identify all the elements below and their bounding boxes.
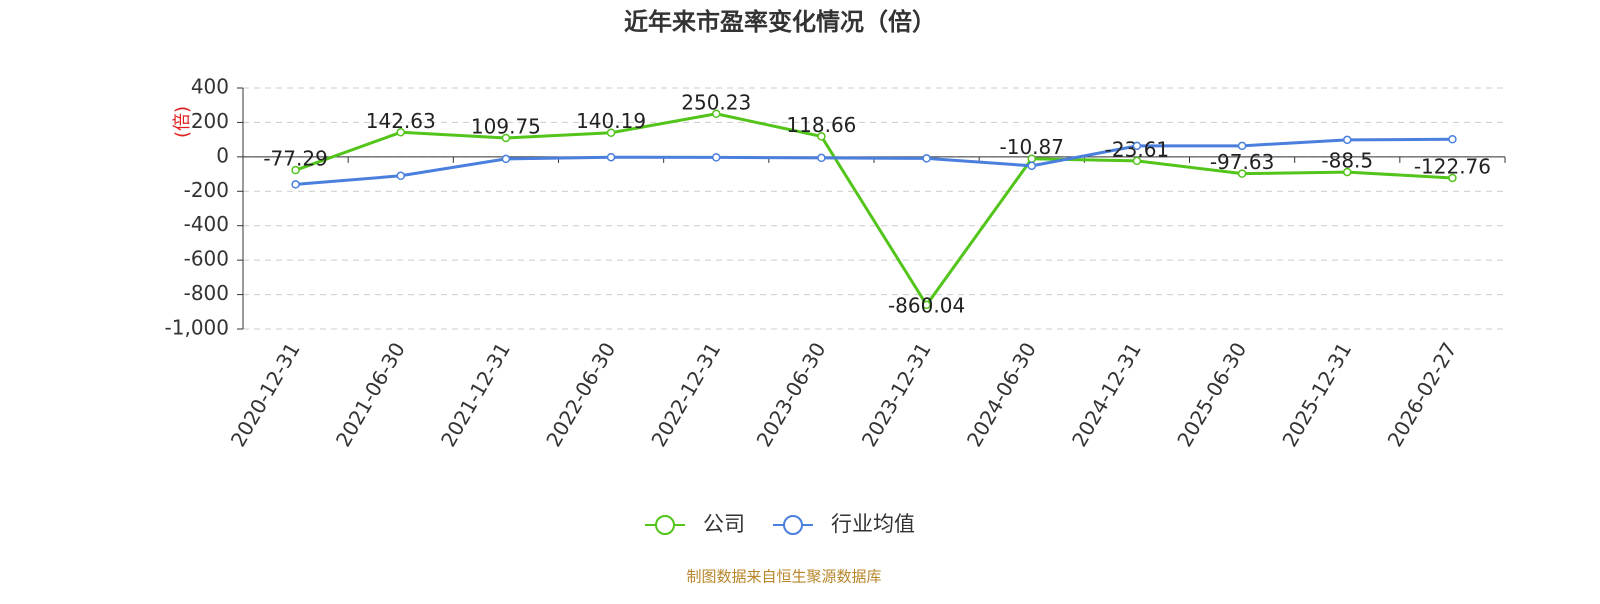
data-point bbox=[1132, 141, 1142, 151]
series-line bbox=[295, 137, 1453, 186]
legend-marker bbox=[783, 515, 803, 535]
x-tick-label: 2023-06-30 bbox=[752, 338, 831, 451]
data-point bbox=[922, 154, 931, 163]
data-point bbox=[606, 152, 616, 162]
data-point bbox=[817, 132, 826, 141]
data-label: 140.19 bbox=[576, 109, 646, 133]
data-label: -860.04 bbox=[888, 293, 965, 317]
y-tick-label: -200 bbox=[184, 178, 229, 202]
data-point bbox=[1237, 169, 1247, 178]
data-label: -10.87 bbox=[1000, 135, 1064, 159]
data-point bbox=[291, 180, 300, 189]
data-label: -122.76 bbox=[1414, 154, 1491, 178]
data-point bbox=[1343, 167, 1352, 177]
data-point bbox=[501, 133, 511, 143]
y-tick-label: 200 bbox=[191, 109, 229, 133]
data-point bbox=[712, 109, 721, 119]
data-label: 250.23 bbox=[681, 90, 751, 114]
data-point bbox=[396, 128, 405, 137]
data-point bbox=[712, 153, 721, 162]
chart-title: 近年来市盈率变化情况（倍） bbox=[624, 8, 936, 36]
y-axis-label: (倍) bbox=[172, 106, 193, 138]
data-point bbox=[1448, 135, 1457, 144]
source-note: 制图数据来自恒生聚源数据库 bbox=[686, 568, 881, 586]
y-tick-label: 400 bbox=[191, 75, 229, 99]
data-point bbox=[1027, 161, 1036, 171]
data-label: -97.63 bbox=[1210, 150, 1274, 174]
data-point bbox=[1237, 141, 1247, 151]
y-tick-label: -400 bbox=[184, 212, 229, 236]
x-tick-label: 2020-12-31 bbox=[226, 338, 305, 451]
data-point bbox=[501, 154, 511, 164]
data-point bbox=[606, 128, 616, 137]
data-point bbox=[922, 300, 931, 310]
x-tick-label: 2022-12-31 bbox=[646, 338, 725, 451]
x-tick-label: 2025-12-31 bbox=[1277, 338, 1356, 451]
x-tick-label: 2022-06-30 bbox=[541, 338, 620, 451]
legend-label: 公司 bbox=[703, 512, 745, 536]
data-label: -77.29 bbox=[263, 147, 327, 171]
data-point bbox=[1132, 156, 1142, 166]
data-point bbox=[817, 153, 826, 163]
y-tick-label: 0 bbox=[216, 143, 229, 167]
y-tick-label: -1,000 bbox=[165, 316, 229, 340]
series-line bbox=[295, 112, 1453, 308]
data-label: 118.66 bbox=[786, 113, 856, 137]
legend-marker bbox=[655, 515, 675, 535]
data-label: 142.63 bbox=[366, 109, 436, 133]
x-tick-label: 2025-06-30 bbox=[1172, 338, 1251, 451]
x-tick-label: 2024-12-31 bbox=[1067, 338, 1146, 451]
data-point bbox=[396, 171, 405, 181]
y-tick-label: -800 bbox=[184, 281, 229, 305]
data-point bbox=[291, 165, 300, 175]
x-tick-label: 2023-12-31 bbox=[857, 338, 936, 451]
data-label: 109.75 bbox=[471, 114, 541, 138]
x-tick-label: 2021-06-30 bbox=[331, 338, 410, 451]
data-label: -88.5 bbox=[1321, 149, 1373, 173]
x-tick-label: 2021-12-31 bbox=[436, 338, 515, 451]
data-point bbox=[1448, 173, 1457, 183]
x-tick-label: 2024-06-30 bbox=[962, 338, 1041, 451]
legend-label: 行业均值 bbox=[831, 512, 915, 536]
data-point bbox=[1343, 135, 1352, 145]
y-tick-label: -600 bbox=[184, 247, 229, 271]
x-tick-label: 2026-02-27 bbox=[1383, 338, 1462, 451]
